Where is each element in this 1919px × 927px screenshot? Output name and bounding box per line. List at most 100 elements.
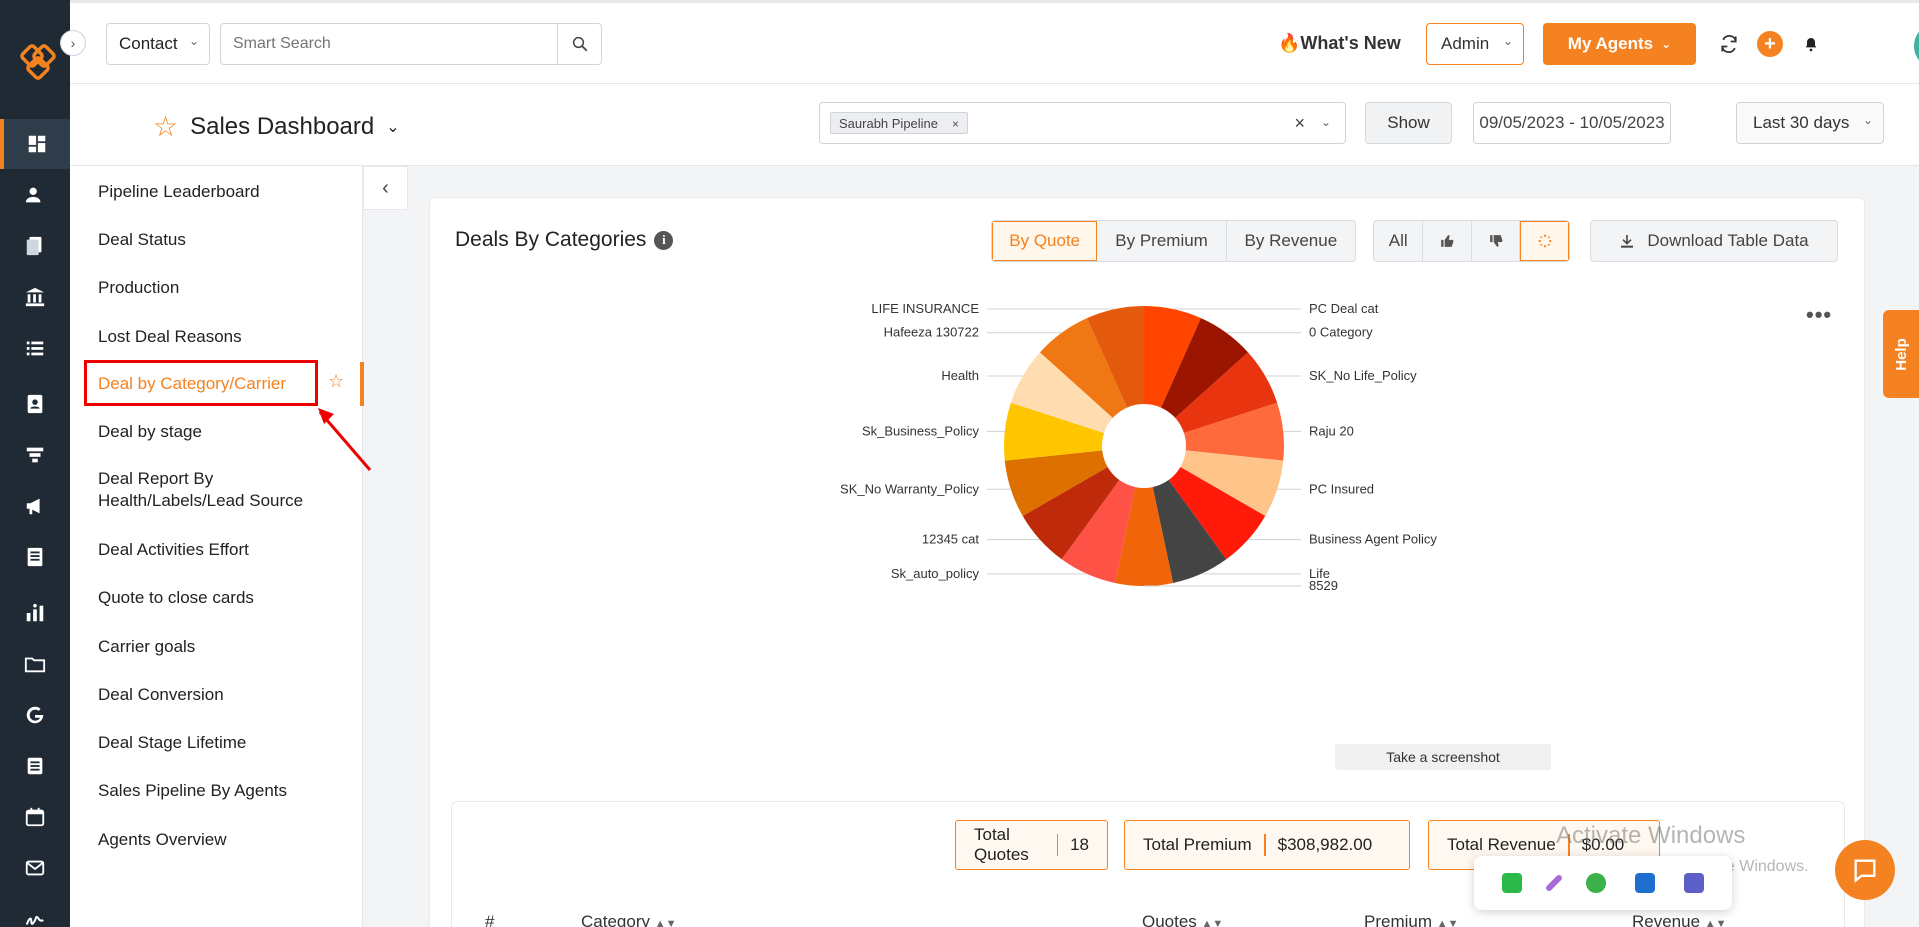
total-premium-value: $308,982.00 [1277,835,1373,854]
mail-icon[interactable] [0,843,70,893]
pen-icon[interactable] [1544,873,1564,893]
my-agents-label: My Agents [1567,34,1654,53]
collapse-menu-button[interactable]: ‹ [363,166,408,210]
category-pie-chart: PC Deal cat 0 Category SK_No Life_Policy Ra… [840,301,1437,593]
show-button[interactable]: Show [1365,102,1452,144]
report-item-deal-by-stage[interactable]: Deal by stage [98,422,202,441]
app-logo-icon[interactable] [18,42,58,82]
total-revenue-value: $0.00 [1581,835,1625,854]
pie-slice-label: Raju 20 [1309,423,1354,438]
sort-icon: ▲▼ [1201,918,1224,927]
rail-expand-chevron-icon[interactable]: › [60,30,86,56]
add-icon[interactable]: + [1757,31,1783,57]
clear-icon[interactable]: × [1294,113,1305,133]
info-icon[interactable]: i [654,230,674,250]
teams-icon[interactable] [1683,873,1704,893]
sort-icon: ▲▼ [1704,918,1727,927]
refresh-icon[interactable] [1716,31,1742,57]
tab-by-revenue[interactable]: By Revenue [1244,231,1338,250]
column-header-revenue[interactable]: Revenue ▲▼ [1632,912,1727,927]
signature-icon[interactable] [0,894,70,927]
report-icon[interactable] [0,532,70,582]
list-icon[interactable] [0,323,70,373]
dashboard-icon[interactable] [0,119,70,169]
search-type-select[interactable]: Contact ⌄ [106,23,210,65]
contact-card-icon[interactable] [0,379,70,429]
report-item-carrier-goals[interactable]: Carrier goals [98,637,196,656]
tab-by-quote[interactable]: By Quote [992,221,1098,261]
help-tab[interactable]: Help [1883,310,1919,398]
whats-new-link[interactable]: 🔥What's New [1278,33,1401,54]
deals-by-categories-card: Deals By Categories i By Quote By Premiu… [429,197,1865,927]
contacts-icon[interactable] [0,170,70,220]
remove-tag-icon[interactable]: × [952,117,960,131]
my-agents-button[interactable]: My Agents ⌄ [1543,23,1696,65]
column-header-quotes[interactable]: Quotes ▲▼ [1142,912,1223,927]
activate-windows-title: Activate Windows [1556,822,1746,849]
active-indicator [360,362,364,406]
help-label: Help [1892,337,1910,371]
favorite-star-icon[interactable]: ☆ [328,371,345,391]
google-icon[interactable] [0,690,70,740]
card-title: Deals By Categories i [455,228,674,252]
smart-search-input[interactable] [220,23,558,65]
chevron-down-icon[interactable]: ⌄ [1320,115,1331,129]
pie-slice[interactable] [1114,446,1174,586]
chat-widget-button[interactable] [1835,840,1895,900]
column-header-category[interactable]: Category ▲▼ [581,912,677,927]
download-table-data-button[interactable]: Download Table Data [1590,220,1838,262]
favorite-star-icon[interactable]: ☆ [153,111,179,142]
role-select[interactable]: Admin ⌄ [1426,23,1524,65]
report-item-sales-pipeline-by-agents[interactable]: Sales Pipeline By Agents [98,781,288,800]
pie-slice-label: Life [1309,566,1330,581]
report-item-deal-status[interactable]: Deal Status [98,230,186,249]
system-tray-popup [1474,856,1732,910]
bank-icon[interactable] [0,272,70,322]
report-item-quote-to-close[interactable]: Quote to close cards [98,588,254,607]
megaphone-icon[interactable] [0,481,70,531]
tab-by-premium[interactable]: By Premium [1097,221,1227,261]
user-avatar[interactable] [1914,23,1919,69]
filter-lost[interactable] [1472,221,1521,261]
pie-slice-label: SK_No Life_Policy [1309,368,1417,383]
security-warning-icon[interactable] [1634,873,1655,893]
report-item-deal-activities-effort[interactable]: Deal Activities Effort [98,540,249,559]
page-title: Sales Dashboard [190,112,375,140]
filter-open[interactable] [1520,221,1569,261]
report-item-deal-stage-lifetime[interactable]: Deal Stage Lifetime [98,733,247,752]
dashboard-title-select[interactable]: ☆ Sales Dashboard ⌄ [153,110,400,143]
date-range-input[interactable]: 09/05/2023 - 10/05/2023 [1473,102,1671,144]
search-type-label: Contact [119,34,178,53]
dashboard-header: ☆ Sales Dashboard ⌄ Saurabh Pipeline × × … [70,84,1919,166]
left-rail [0,0,70,927]
pipeline-select[interactable]: Saurabh Pipeline × × ⌄ [819,102,1346,144]
report-item-deal-by-category[interactable]: Deal by Category/Carrier [98,374,287,393]
shield-check-icon[interactable] [1502,873,1523,893]
bell-icon[interactable] [1798,31,1824,57]
report-item-deal-conversion[interactable]: Deal Conversion [98,685,224,704]
total-premium-box: Total Premium $308,982.00 [1124,820,1410,870]
filter-all[interactable]: All [1374,221,1424,261]
report-item-production[interactable]: Production [98,278,180,297]
report-item-pipeline-leaderboard[interactable]: Pipeline Leaderboard [98,182,260,201]
documents-icon[interactable] [0,221,70,271]
column-header-premium[interactable]: Premium ▲▼ [1364,912,1459,927]
thumbs-down-icon [1489,235,1503,247]
table-icon[interactable] [0,741,70,791]
period-select[interactable]: Last 30 days ⌄ [1736,102,1884,144]
calendar-icon[interactable] [0,792,70,842]
pie-slice-label: 8529 [1309,578,1338,593]
report-item-agents-overview[interactable]: Agents Overview [98,830,227,849]
top-header: Contact ⌄ 🔥What's New Admin ⌄ My Agents … [70,0,1919,84]
filter-won[interactable] [1423,221,1472,261]
report-item-lost-deal-reasons[interactable]: Lost Deal Reasons [98,327,242,346]
folder-icon[interactable] [0,639,70,689]
analytics-icon[interactable] [0,588,70,638]
search-button[interactable] [557,23,602,65]
download-icon [1621,235,1634,248]
report-item-deal-report-by[interactable]: Deal Report By Health/Labels/Lead Source [98,468,303,512]
funnel-icon[interactable] [0,430,70,480]
more-options-icon[interactable]: ••• [1806,302,1833,327]
whats-new-label: What's New [1300,33,1401,53]
recycle-icon[interactable] [1585,873,1606,893]
